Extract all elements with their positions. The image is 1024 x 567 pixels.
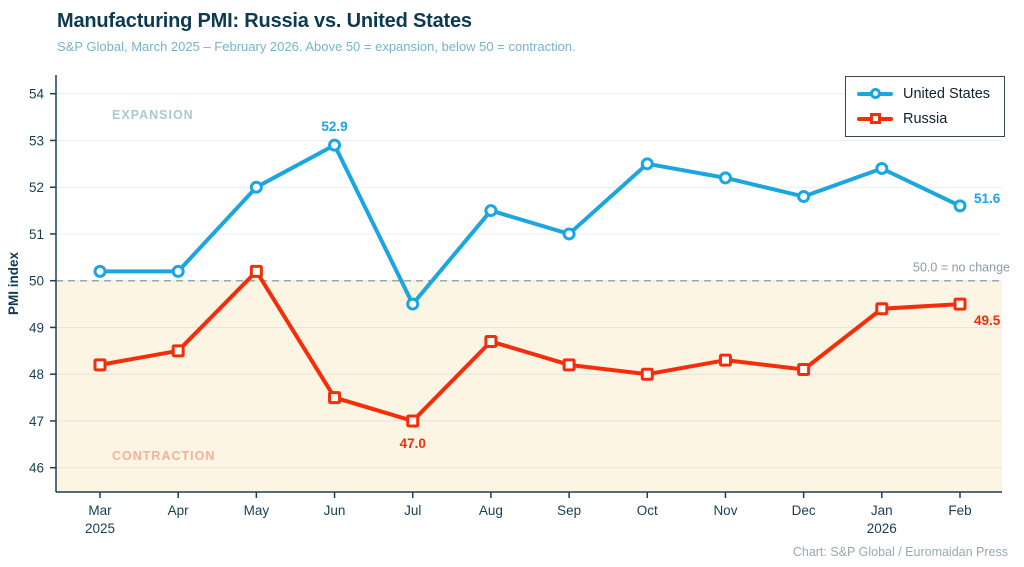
data-point-russia [718,353,732,367]
data-point-russia [328,391,342,405]
y-tick-label: 49 [29,320,44,335]
x-tick-year-label: 2025 [85,521,115,536]
data-point-russia [484,334,498,348]
data-point-russia [797,363,811,377]
data-point-russia [640,367,654,381]
chart-credit: Chart: S&P Global / Euromaidan Press [792,545,1008,559]
chart-subtitle: S&P Global, March 2025 – February 2026. … [57,39,576,54]
y-axis-title: PMI index [6,252,21,316]
data-point-russia [171,344,185,358]
y-tick-label: 53 [29,133,44,148]
data-point-united-states [953,199,967,213]
y-tick-label: 54 [29,87,45,102]
value-annotation-51.6: 51.6 [974,191,1001,206]
chart-header: Manufacturing PMI: Russia vs. United Sta… [57,10,576,54]
x-tick-label: Nov [713,503,737,518]
data-point-united-states [484,204,498,218]
data-point-united-states [718,171,732,185]
contraction-zone-label: CONTRACTION [112,449,215,463]
data-point-united-states [640,157,654,171]
chart-title: Manufacturing PMI: Russia vs. United Sta… [57,10,472,32]
russia-line-marker-icon [857,109,893,129]
x-tick-label: Aug [479,503,503,518]
y-tick-label: 48 [29,367,44,382]
x-tick-label: May [244,503,270,518]
x-tick-year-label: 2026 [867,521,897,536]
series-line-russia [98,269,962,423]
data-point-russia [93,358,107,372]
legend-item-united-states: United States [857,84,990,104]
data-point-united-states [171,264,185,278]
reference-line-label: 50.0 = no change [913,261,1010,275]
y-tick-label: 47 [29,414,44,429]
x-tick-label: Dec [792,503,816,518]
expansion-zone-label: EXPANSION [112,108,194,122]
legend-label-united-states: United States [903,86,991,102]
y-tick-label: 46 [29,461,44,476]
y-tick-label: 50 [29,274,44,289]
data-point-united-states [406,297,420,311]
value-annotation-52.9: 52.9 [321,119,347,134]
legend-label-russia: Russia [903,111,948,127]
data-point-united-states [875,161,889,175]
x-tick-label: Jan [871,503,893,518]
data-point-russia [875,302,889,316]
data-point-russia [953,297,967,311]
data-point-united-states [93,264,107,278]
y-tick-label: 51 [29,227,44,242]
x-tick-label: Jul [404,503,421,518]
data-point-united-states [249,180,263,194]
data-point-united-states [562,227,576,241]
value-annotation-49.5: 49.5 [974,313,1001,328]
x-tick-label: Feb [948,503,971,518]
value-annotation-47.0: 47.0 [400,436,426,451]
y-tick-label: 52 [29,180,44,195]
series-line-united-states [98,143,962,307]
data-point-united-states [328,138,342,152]
data-point-russia [562,358,576,372]
data-point-russia [249,264,263,278]
x-tick-label: Apr [168,503,190,518]
x-tick-label: Mar [88,503,112,518]
x-tick-label: Sep [557,503,581,518]
data-point-russia [406,414,420,428]
x-tick-label: Oct [637,503,658,518]
legend: United States Russia [845,76,1006,137]
united-states-line-marker-icon [857,84,893,104]
data-point-united-states [797,190,811,204]
legend-item-russia: Russia [857,109,990,129]
x-tick-label: Jun [324,503,346,518]
